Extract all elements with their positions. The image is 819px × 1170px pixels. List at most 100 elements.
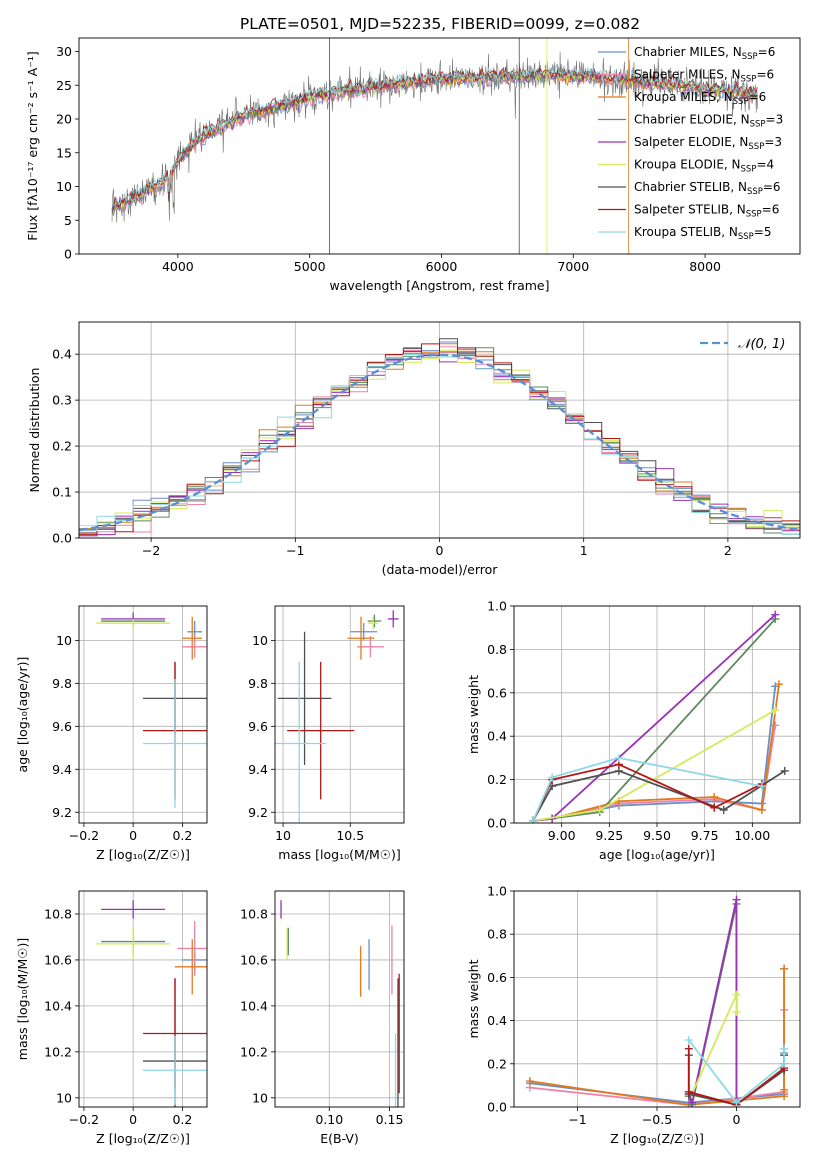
- legend-label-salpeter_stelib: Salpeter STELIB, NSSP=6: [634, 203, 779, 220]
- y-tick-label: 0.2: [487, 772, 507, 787]
- x-axis-label: Z [log₁₀(Z/Z☉)]: [96, 1131, 190, 1146]
- figure-title: PLATE=0501, MJD=52235, FIBERID=0099, z=0…: [240, 15, 640, 33]
- weight-marker-kroupa_elodie: [771, 706, 780, 715]
- y-tick-label: 0.4: [52, 347, 72, 362]
- y-tick-label: 0.0: [52, 531, 72, 546]
- x-tick-label: 0: [129, 828, 137, 843]
- x-tick-label: 0.2: [172, 1112, 192, 1127]
- legend-label-chabrier_stelib: Chabrier STELIB, NSSP=6: [634, 180, 781, 197]
- weight-marker-kroupa_stelib: [614, 753, 623, 762]
- legend-label-count: =5: [754, 225, 772, 239]
- x-tick-label: 2: [724, 543, 732, 558]
- weight-marker-kroupa_miles: [525, 1077, 534, 1086]
- plot-area-weight_vs_age: [529, 610, 789, 823]
- x-tick-label: 9.25: [595, 828, 623, 843]
- legend-label-text: Chabrier ELODIE, N: [634, 113, 750, 127]
- axes-frame: [78, 37, 801, 255]
- x-tick-label: −1: [568, 1112, 586, 1127]
- weight-marker-chabrier_stelib: [719, 805, 728, 814]
- y-axis-label: Flux [fλ10⁻¹⁷ erg cm⁻² s⁻¹ A⁻¹]: [25, 51, 40, 240]
- y-tick-label: 10: [252, 633, 268, 648]
- weight-marker-kroupa_miles: [780, 964, 789, 973]
- y-tick-label: 0.3: [52, 393, 72, 408]
- x-tick-label: 9.75: [691, 828, 719, 843]
- legend-label-sub: SSP: [741, 75, 757, 85]
- y-tick-label: 9.4: [52, 762, 72, 777]
- weight-marker-chabrier_stelib: [780, 766, 789, 775]
- x-tick-label: 1: [580, 543, 588, 558]
- x-tick-label: −1: [286, 543, 304, 558]
- y-tick-label: 10.8: [240, 906, 268, 921]
- panel-weight_vs_Z: −1 −0.5 0 0.0 0.2 0.4 0.6 0.8 1.0 Z [log₁₀(Z/Z☉)]…: [466, 884, 801, 1146]
- weight-marker-kroupa_miles: [710, 792, 719, 801]
- axes-frame: [274, 890, 405, 1108]
- y-tick-label: 1.0: [487, 599, 507, 614]
- legend-label-chabrier_elodie: Chabrier ELODIE, NSSP=3: [634, 113, 783, 130]
- legend-label-count: =6: [758, 45, 776, 59]
- panel-mass_vs_Z: −0.2 0 0.2 10 10.2 10.4 10.6 10.8 Z [log₁₀(Z/Z☉)…: [15, 890, 208, 1146]
- x-tick-label: 8000: [689, 259, 721, 274]
- legend-label-count: =6: [762, 203, 780, 217]
- weight-marker-salpeter_stelib: [710, 803, 719, 812]
- legend-label-kroupa_stelib: Kroupa STELIB, NSSP=5: [634, 225, 772, 242]
- legend-label-sub: SSP: [746, 210, 762, 220]
- legend-label-count: =4: [756, 158, 774, 172]
- legend-label-sub: SSP: [748, 142, 764, 152]
- y-tick-label: 9.8: [52, 676, 72, 691]
- y-tick-label: 10.4: [240, 998, 268, 1013]
- x-tick-label: 10.00: [734, 828, 770, 843]
- y-tick-label: 5: [64, 213, 72, 228]
- x-tick-label: 0.15: [376, 1112, 404, 1127]
- y-tick-label: 9.6: [52, 719, 72, 734]
- spectrum-data-line: [111, 51, 759, 223]
- legend-label-count: =6: [749, 90, 767, 104]
- x-axis-label: Z [log₁₀(Z/Z☉)]: [96, 847, 190, 862]
- legend-label-text: Chabrier STELIB, N: [634, 180, 747, 194]
- y-tick-label: 9.4: [248, 762, 268, 777]
- y-tick-label: 10: [56, 179, 72, 194]
- legend-label-count: =3: [764, 135, 782, 149]
- weight-marker-kroupa_elodie: [732, 990, 741, 999]
- y-tick-label: 9.8: [248, 676, 268, 691]
- legend-label-text: Salpeter STELIB, N: [634, 203, 746, 217]
- plot-area-age_vs_mass: [275, 610, 399, 823]
- legend-label-sub: SSP: [738, 232, 754, 242]
- y-tick-label: 10: [252, 1090, 268, 1105]
- y-tick-label: 10.6: [240, 952, 268, 967]
- plot-area-mass_vs_ebv: [280, 900, 400, 1107]
- legend-label-count: =6: [763, 180, 781, 194]
- x-tick-label: −0.5: [642, 1112, 672, 1127]
- legend-label-kroupa_elodie: Kroupa ELODIE, NSSP=4: [634, 158, 774, 175]
- y-tick-label: 0.2: [52, 439, 72, 454]
- y-axis-label: mass [log₁₀(M/M☉)]: [15, 938, 30, 1060]
- weight-marker-kroupa_stelib: [529, 816, 538, 823]
- y-tick-label: 20: [56, 112, 72, 127]
- gaussian-curve: [79, 353, 800, 532]
- x-tick-label: 0: [129, 1112, 137, 1127]
- weight-marker-salpeter_elodie: [732, 895, 741, 904]
- y-tick-label: 10.4: [44, 998, 72, 1013]
- spectrum-legend: Chabrier MILES, NSSP=6 Salpeter MILES, NS…: [598, 45, 783, 242]
- legend-label-count: =3: [766, 113, 784, 127]
- legend-label-chabrier_miles: Chabrier MILES, NSSP=6: [634, 45, 775, 62]
- weight-line-salpeter_elodie: [533, 614, 776, 822]
- panel-age_vs_Z: −0.2 0 0.2 9.2 9.4 9.6 9.8 10 Z [log₁₀(Z/Z☉)] age…: [15, 605, 208, 862]
- y-tick-label: 10.2: [44, 1044, 72, 1059]
- y-axis-label: Normed distribution: [27, 368, 42, 493]
- x-axis-label: wavelength [Angstrom, rest frame]: [329, 278, 549, 293]
- y-tick-label: 0.4: [487, 1013, 507, 1028]
- y-tick-label: 0.6: [487, 685, 507, 700]
- x-tick-label: 5000: [294, 259, 326, 274]
- weight-line-kroupa_miles: [533, 683, 780, 822]
- y-tick-label: 0: [64, 247, 72, 262]
- y-tick-label: 1.0: [487, 884, 507, 899]
- legend-label-gauss: 𝒩(0, 1): [738, 337, 785, 352]
- y-axis-label: mass weight: [466, 675, 481, 754]
- legend-label-salpeter_miles: Salpeter MILES, NSSP=6: [634, 68, 774, 85]
- weight-marker-kroupa_elodie: [732, 1007, 741, 1016]
- x-axis-label: Z [log₁₀(Z/Z☉)]: [610, 1131, 704, 1146]
- x-tick-label: 0: [732, 1112, 740, 1127]
- weight-marker-kroupa_stelib: [780, 1059, 789, 1068]
- spectrum-model-line-salpeter_stelib: [111, 67, 758, 207]
- plot-area-residuals: [79, 338, 800, 537]
